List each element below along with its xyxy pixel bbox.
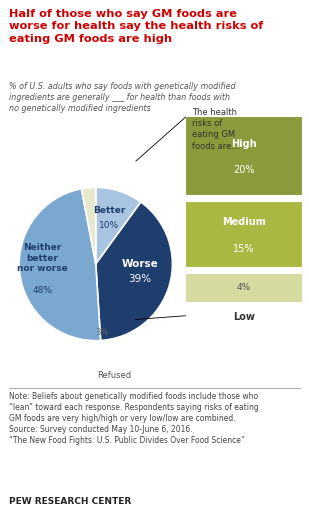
Text: 4%: 4% — [237, 283, 251, 292]
Text: 10%: 10% — [99, 221, 119, 230]
Bar — [185, 201, 303, 268]
Text: % of U.S. adults who say foods with genetically modified
ingredients are general: % of U.S. adults who say foods with gene… — [9, 82, 236, 113]
Text: 15%: 15% — [233, 243, 255, 253]
Text: Neither
better
nor worse: Neither better nor worse — [17, 243, 68, 273]
Text: 39%: 39% — [128, 275, 151, 284]
Text: Worse: Worse — [121, 259, 158, 269]
Wedge shape — [96, 187, 141, 264]
Text: 20%: 20% — [233, 165, 255, 175]
Wedge shape — [19, 188, 101, 341]
Text: High: High — [231, 139, 257, 149]
Text: PEW RESEARCH CENTER: PEW RESEARCH CENTER — [9, 497, 132, 506]
Text: Refused: Refused — [97, 371, 131, 380]
Text: 3%: 3% — [95, 328, 108, 337]
Wedge shape — [82, 187, 96, 264]
Bar — [185, 116, 303, 196]
Text: 48%: 48% — [32, 286, 52, 295]
Text: Note: Beliefs about genetically modified foods include those who
“lean” toward e: Note: Beliefs about genetically modified… — [9, 392, 259, 445]
Text: Half of those who say GM foods are
worse for health say the health risks of
eati: Half of those who say GM foods are worse… — [9, 9, 264, 44]
Text: Better: Better — [93, 206, 125, 215]
Text: Low: Low — [233, 312, 255, 322]
Text: The health
risks of
eating GM
foods are...: The health risks of eating GM foods are.… — [192, 108, 239, 150]
Bar — [185, 272, 303, 303]
Wedge shape — [96, 202, 172, 341]
Text: Medium: Medium — [222, 218, 266, 228]
